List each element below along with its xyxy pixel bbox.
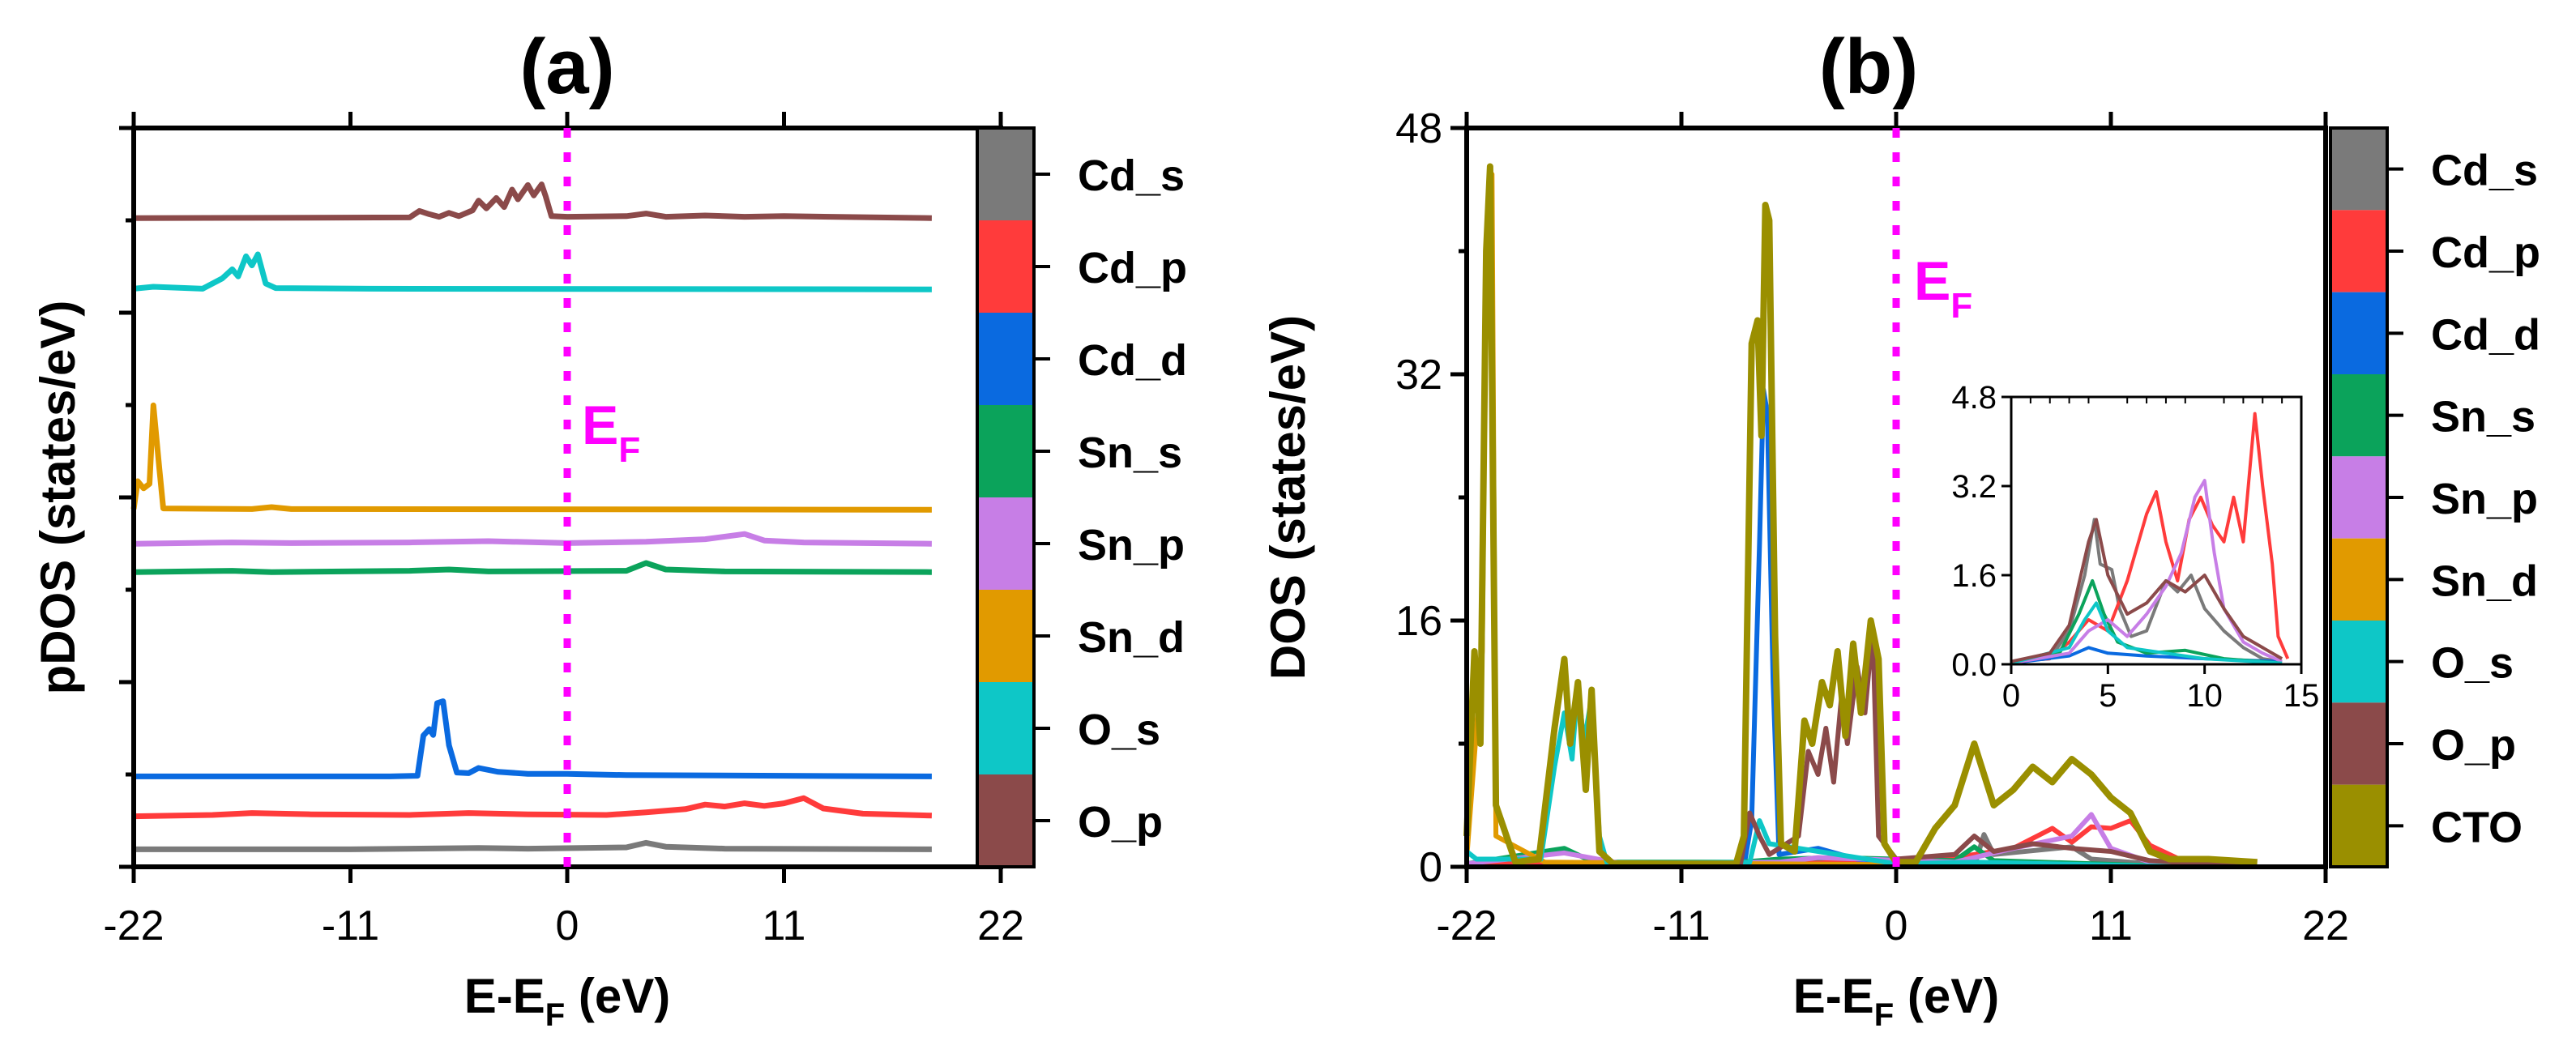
panel-b-legend-label-o-p: O_p <box>2431 721 2516 770</box>
panel-b-legend-swatch-sn-s <box>2330 374 2387 457</box>
panel-a-legend-swatch-cd-s <box>977 128 1034 220</box>
inset-x-tick-label: 5 <box>2099 678 2117 714</box>
inset-y-tick-label: 1.6 <box>1951 558 1997 594</box>
panel-b-legend-label-sn-d: Sn_d <box>2431 557 2538 605</box>
panel-b-x-label: E-EF (eV) <box>1793 969 2000 1033</box>
panel-b-legend-swatch-cd-s <box>2330 128 2387 211</box>
panel-b-inset: 0 5 10 15 0.0 1.6 3.2 4.8 <box>1951 380 2319 714</box>
panel-a-legend-swatch-sn-s <box>977 405 1034 497</box>
panel-a-line-cd-d <box>134 698 932 779</box>
panel-b-legend-label-cd-s: Cd_s <box>2431 147 2538 195</box>
panel-a-y-label: pDOS (states/eV) <box>31 301 85 695</box>
panel-a-legend-swatch-sn-d <box>977 590 1034 682</box>
panel-a-legend-label-o-p: O_p <box>1078 798 1163 847</box>
panel-a-line-sn-s <box>133 560 932 575</box>
panel-b-y-tick-label: 32 <box>1395 352 1442 399</box>
panel-a-x-tick-label: 0 <box>556 902 579 949</box>
panel-b-legend-swatch-sn-p <box>2330 456 2387 539</box>
panel-b-x-tick-label: -11 <box>1652 902 1710 949</box>
panel-a-x-label: E-EF (eV) <box>464 969 671 1033</box>
panel-b-y-ticks: 0 16 32 48 <box>1395 105 1467 891</box>
panel-b-legend-label-cd-p: Cd_p <box>2431 228 2540 277</box>
inset-line-o-s <box>2010 601 2283 665</box>
inset-x-tick-label: 0 <box>2002 678 2020 714</box>
panel-a-line-sn-d <box>130 402 932 513</box>
panel-a-y-ticks <box>119 126 134 869</box>
panel-b-x-tick-label: 0 <box>1885 902 1908 949</box>
panel-a-legend-label-sn-d: Sn_d <box>1078 613 1185 662</box>
inset-x-ticks: 0 5 10 15 <box>2002 397 2319 714</box>
panel-b-legend-label-sn-p: Sn_p <box>2431 475 2538 523</box>
inset-line-sn-p <box>2010 479 2283 665</box>
panel-b-legend-label-cto: CTO <box>2431 803 2523 851</box>
panel-a-x-ticks: -22 -11 0 11 22 <box>103 112 1024 949</box>
panel-b-x-tick-label: 22 <box>2302 902 2349 949</box>
panel-a-legend: Cd_s Cd_p Cd_d Sn_s Sn_p Sn_d O_s O_p <box>976 126 1187 868</box>
panel-a-fermi-label: EF <box>582 395 640 470</box>
panel-a-legend-label-cd-p: Cd_p <box>1078 244 1187 292</box>
panel-b-legend-label-sn-s: Sn_s <box>2431 393 2535 442</box>
panel-a-x-tick-label: 11 <box>763 902 806 949</box>
inset-series <box>2010 412 2290 665</box>
panel-a-legend-label-sn-s: Sn_s <box>1078 429 1182 477</box>
panel-a: (a) EF -22 -11 0 11 22 E-EF (eV) pDOS (state… <box>31 23 1187 1033</box>
panel-a-legend-label-o-s: O_s <box>1078 706 1160 754</box>
panel-a-legend-swatch-sn-p <box>977 497 1034 590</box>
panel-b-legend-swatch-cd-d <box>2330 292 2387 374</box>
panel-a-line-o-s <box>133 251 932 292</box>
panel-b-label: (b) <box>1819 23 1919 110</box>
inset-x-tick-label: 15 <box>2283 678 2320 714</box>
panel-a-legend-swatch-o-s <box>977 682 1034 774</box>
panel-a-x-tick-label: 22 <box>977 902 1024 949</box>
panel-a-legend-swatch-cd-d <box>977 313 1034 405</box>
inset-x-tick-label: 10 <box>2186 678 2223 714</box>
panel-b-legend-swatch-cd-p <box>2330 210 2387 292</box>
panel-b-legend: Cd_s Cd_p Cd_d Sn_s Sn_p Sn_d O_s O_p CTO <box>2329 126 2540 868</box>
panel-a-legend-label-cd-s: Cd_s <box>1078 151 1185 200</box>
inset-line-cd-s <box>2010 518 2283 663</box>
panel-b-legend-swatch-sn-d <box>2330 538 2387 621</box>
panel-b-y-tick-label: 48 <box>1395 105 1442 152</box>
panel-a-x-tick-label: -22 <box>103 902 164 949</box>
panel-b-y-tick-label: 16 <box>1395 598 1442 645</box>
panel-a-series <box>130 181 932 852</box>
inset-line-sn-s <box>2010 578 2283 665</box>
panel-a-line-o-p <box>133 181 932 221</box>
panel-b-x-ticks: -22 -11 0 11 22 <box>1436 112 2349 949</box>
panel-a-legend-frame <box>976 126 1036 868</box>
panel-a-legend-swatch-o-p <box>977 774 1034 867</box>
inset-line-o-p <box>2010 518 2283 663</box>
panel-b-line-cto <box>1463 163 2258 868</box>
panel-b-fermi-label: EF <box>1914 250 1972 326</box>
inset-y-tick-label: 4.8 <box>1951 380 1997 416</box>
panel-a-line-cd-p <box>133 795 932 820</box>
panel-b-legend-swatch-o-p <box>2330 702 2387 785</box>
panel-a-legend-swatch-cd-p <box>977 220 1034 313</box>
panel-a-x-tick-label: -11 <box>322 902 379 949</box>
panel-a-line-sn-p <box>133 531 932 547</box>
panel-b-x-tick-label: 11 <box>2089 902 2133 949</box>
panel-b-legend-label-o-s: O_s <box>2431 639 2514 688</box>
panel-b: (b) EF -22 -11 0 11 22 0 16 32 48 E-EF (eV) DOS… <box>1261 23 2540 1033</box>
panel-a-legend-label-sn-p: Sn_p <box>1078 521 1185 570</box>
panel-a-legend-label-cd-d: Cd_d <box>1078 336 1187 385</box>
panel-b-line-sn-p <box>1466 812 2189 869</box>
inset-y-tick-label: 3.2 <box>1951 469 1997 505</box>
panel-b-legend-swatch-cto <box>2330 784 2387 867</box>
panel-b-x-tick-label: -22 <box>1436 902 1497 949</box>
panel-b-legend-label-cd-d: Cd_d <box>2431 310 2540 359</box>
inset-frame <box>2010 395 2303 666</box>
panel-a-line-cd-s <box>134 839 932 852</box>
panel-b-y-tick-label: 0 <box>1419 844 1442 891</box>
panel-b-y-label: DOS (states/eV) <box>1261 315 1315 680</box>
inset-y-tick-label: 0.0 <box>1951 647 1997 683</box>
panel-b-legend-swatch-o-s <box>2330 621 2387 703</box>
panel-a-label: (a) <box>519 23 614 110</box>
inset-y-ticks: 0.0 1.6 3.2 4.8 <box>1951 380 2011 683</box>
